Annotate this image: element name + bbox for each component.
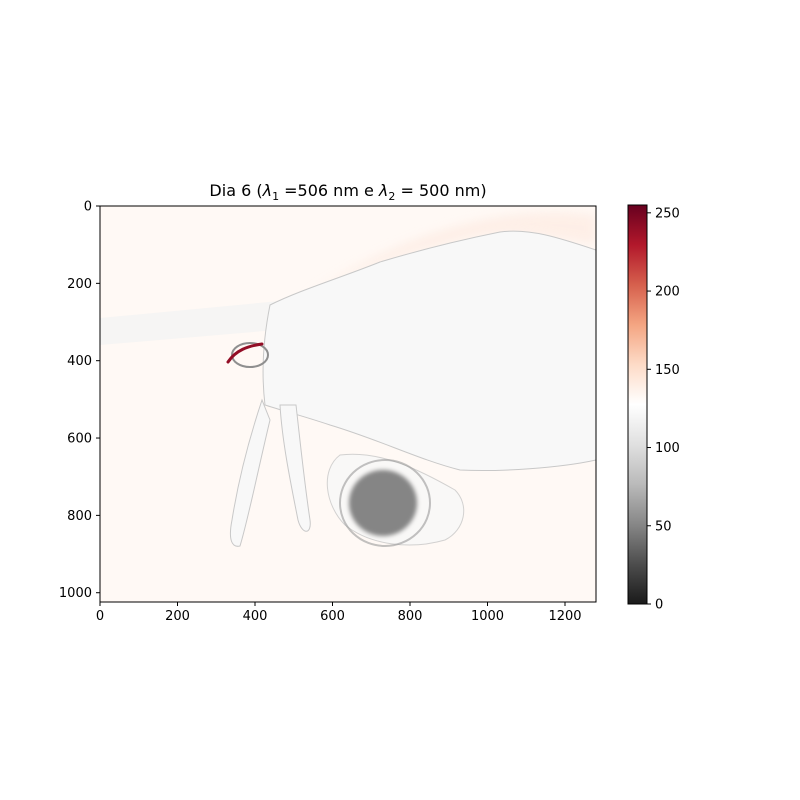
plot-frame bbox=[99, 205, 597, 603]
y-tick-label: 800 bbox=[67, 509, 92, 524]
colorbar-axis: 0 50 100 150 200 250 bbox=[647, 206, 680, 613]
colorbar-tick-label: 250 bbox=[655, 206, 680, 221]
colorbar-tick-label: 0 bbox=[655, 598, 663, 613]
x-tick-label: 1000 bbox=[471, 609, 504, 624]
chart-title: Dia 6 (λ1 =506 nm e λ2 = 500 nm) bbox=[209, 181, 486, 203]
horizontal-tube bbox=[100, 300, 300, 345]
heatmap-image bbox=[100, 206, 596, 602]
x-axis: 0 200 400 600 800 1000 1200 bbox=[96, 602, 582, 624]
nucleus-ring bbox=[339, 459, 431, 547]
dark-nucleus-disc bbox=[349, 470, 417, 536]
x-tick-label: 800 bbox=[398, 609, 423, 624]
colorbar-tick-label: 100 bbox=[655, 441, 680, 456]
colorbar-tick-label: 200 bbox=[655, 285, 680, 300]
colorbar-tick-label: 150 bbox=[655, 363, 680, 378]
embryo-limb-left bbox=[229, 398, 271, 547]
x-tick-label: 400 bbox=[243, 609, 268, 624]
x-tick-label: 0 bbox=[96, 609, 104, 624]
x-tick-label: 1200 bbox=[548, 609, 581, 624]
title-lambda1-subscript: 1 bbox=[272, 190, 279, 203]
y-tick-label: 200 bbox=[67, 277, 92, 292]
large-embryo-body bbox=[262, 230, 596, 472]
title-lambda1-text: =506 nm e bbox=[279, 181, 379, 200]
x-tick-label: 600 bbox=[320, 609, 345, 624]
y-tick-label: 600 bbox=[67, 432, 92, 447]
x-tick-label: 200 bbox=[165, 609, 190, 624]
y-axis: 0 200 400 600 800 1000 bbox=[59, 200, 100, 601]
colorbar bbox=[627, 204, 648, 605]
y-tick-label: 400 bbox=[67, 354, 92, 369]
y-tick-label: 0 bbox=[84, 200, 92, 215]
title-lambda2-subscript: 2 bbox=[388, 190, 395, 203]
title-lambda2-symbol: λ bbox=[378, 181, 388, 200]
colorbar-tick-label: 50 bbox=[655, 519, 672, 534]
title-lambda2-text: = 500 nm) bbox=[395, 181, 486, 200]
y-tick-label: 1000 bbox=[59, 586, 92, 601]
red-edge-highlight bbox=[226, 342, 264, 364]
title-prefix: Dia 6 ( bbox=[209, 181, 262, 200]
title-lambda1-symbol: λ bbox=[262, 181, 272, 200]
embryo-limb-right bbox=[279, 404, 311, 532]
